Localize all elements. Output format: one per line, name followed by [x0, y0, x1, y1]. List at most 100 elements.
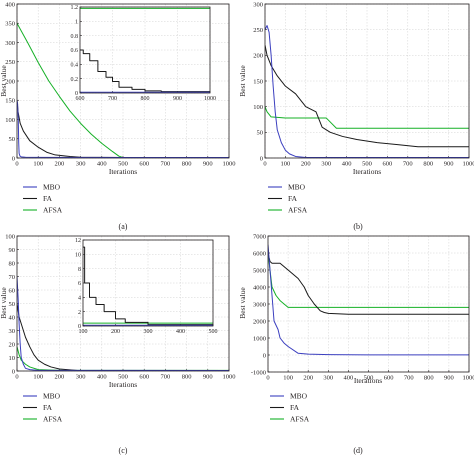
- panel-a-x-tick-label: 500: [118, 161, 128, 168]
- panel-d-y-tick-label: 7000: [253, 233, 266, 240]
- panel-a-caption: (a): [119, 222, 128, 231]
- panel-a-inset-y-tick-label: 1.2: [71, 5, 79, 11]
- panel-b-series-afsa-line: [265, 106, 469, 129]
- panel-c-x-tick-label: 400: [97, 374, 107, 381]
- panel-b: 0 100 200 300 400 500 600 700 800 900 1000 0 50 100 15…: [238, 1, 474, 231]
- panel-b-legend-label-afsa: AFSA: [288, 206, 308, 215]
- panel-c-y-tick-label: 100: [5, 233, 15, 240]
- panel-b-y-axis-label: Best value: [238, 65, 247, 97]
- panel-d: 0 100 200 300 400 500 600 700 800 900 1000-1000010…: [238, 233, 474, 455]
- panel-d-y-tick-label: 1000: [253, 335, 266, 342]
- panel-d-series-fa-line: [268, 252, 469, 315]
- panel-c-x-tick-label: 1000: [223, 374, 236, 381]
- panel-d-series-mbo-line: [268, 244, 469, 356]
- panel-a-inset-x-tick-label: 1000: [204, 96, 216, 102]
- panel-b-y-tick-label: 50: [257, 130, 264, 137]
- panel-b-series-fa-line: [265, 44, 469, 148]
- panel-c-y-tick-label: 70: [9, 274, 16, 281]
- panel-c-x-tick-label: 700: [161, 374, 171, 381]
- panel-b-legend: MBO FA AFSA: [268, 183, 308, 215]
- panel-c-y-tick-label: 80: [9, 260, 16, 267]
- panel-c-y-tick-label: 10: [9, 355, 16, 362]
- panel-c-x-tick-label: 0: [15, 374, 18, 381]
- panel-a-x-tick-label: 700: [161, 161, 171, 168]
- panel-c-x-tick-label: 200: [55, 374, 65, 381]
- panel-a-x-tick-label: 800: [182, 161, 192, 168]
- panel-d-y-tick-label: 4000: [253, 284, 266, 291]
- panel-b-axes-frame: [264, 3, 470, 159]
- panel-b-legend-label-fa: FA: [288, 194, 298, 203]
- panel-a-axes-frame: [16, 3, 230, 159]
- panel-d-x-tick-label: 200: [303, 375, 313, 382]
- panel-d-y-tick-label: 6000: [253, 250, 266, 257]
- panel-d-x-tick-label: 400: [344, 375, 354, 382]
- panel-c-inset-frame: [82, 239, 214, 327]
- panel-a-legend-label-fa: FA: [43, 194, 53, 203]
- panel-a-x-tick-label: 400: [97, 161, 107, 168]
- panel-d-y-tick-label: 3000: [253, 301, 266, 308]
- panel-c-y-tick-label: 50: [9, 301, 16, 308]
- panel-a-y-tick-label: 400: [5, 1, 15, 8]
- panel-b-x-tick-label: 800: [423, 161, 433, 168]
- panel-c-inset-series-fa-line: [83, 246, 213, 326]
- panel-c-caption: (c): [119, 446, 128, 455]
- panel-c-inset-y-tick-label: 10: [75, 252, 81, 258]
- panel-c-inset: 100 200 300 400 500 0 2 4 6 8 10 12: [75, 238, 218, 335]
- panel-a-inset-y-tick-label: 0.4: [71, 62, 79, 68]
- panel-c-y-axis-label: Best value: [0, 287, 8, 319]
- panel-d-x-tick-label: 100: [283, 375, 293, 382]
- panel-b-y-tick-label: 250: [253, 27, 263, 34]
- panel-b-legend-label-mbo: MBO: [288, 183, 306, 192]
- panel-c-series-mbo-line: [17, 276, 229, 371]
- panel-b-x-tick-label: 500: [362, 161, 372, 168]
- panel-b-x-tick-label: 0: [263, 161, 266, 168]
- panel-d-y-tick-label: -1000: [251, 369, 266, 376]
- panel-a-inset-y-tick-label: 0: [75, 91, 78, 97]
- panel-d-x-tick-label: 0: [266, 375, 269, 382]
- panel-d-y-axis-label: Best value: [238, 287, 247, 319]
- panel-b-x-tick-label: 200: [301, 161, 311, 168]
- panel-a-inset-y-tick-label: 1: [75, 19, 78, 25]
- panel-a-legend-label-afsa: AFSA: [43, 206, 63, 215]
- panel-d-x-tick-label: 700: [404, 375, 414, 382]
- panel-d-x-tick-label: 600: [384, 375, 394, 382]
- panel-b-y-tick-label: 200: [253, 53, 263, 60]
- panel-d-y-tick-label: 5000: [253, 267, 266, 274]
- panel-c-legend-label-fa: FA: [43, 403, 53, 412]
- panel-c-inset-y-tick-label: 0: [78, 324, 81, 330]
- panel-a-inset-y-tick-label: 0.2: [71, 77, 79, 83]
- panel-a-x-tick-label: 900: [203, 161, 213, 168]
- panel-b-series-mbo-line: [265, 25, 469, 158]
- panel-b-caption: (b): [353, 222, 363, 231]
- panel-d-caption: (d): [353, 446, 363, 455]
- panel-b-y-tick-label: 100: [253, 104, 263, 111]
- panel-d-y-tick-label: 0: [263, 352, 266, 359]
- panel-a-y-tick-label: 150: [5, 98, 15, 105]
- panel-b-x-tick-label: 600: [383, 161, 393, 168]
- panel-d-legend-label-mbo: MBO: [290, 392, 308, 401]
- panel-c-x-tick-label: 100: [33, 374, 43, 381]
- panel-c-x-tick-label: 800: [182, 374, 192, 381]
- panel-b-x-tick-label: 300: [321, 161, 331, 168]
- panel-a-inset-x-tick-label: 600: [76, 96, 85, 102]
- panel-a-legend: MBO FA AFSA: [23, 183, 63, 215]
- panel-c-axes-frame: [16, 235, 230, 372]
- panel-c-inset-x-tick-label: 200: [111, 329, 120, 335]
- panel-a-y-tick-label: 200: [5, 78, 15, 85]
- panel-a-x-tick-label: 0: [15, 161, 18, 168]
- panel-d-axes-frame: [267, 235, 470, 373]
- panel-c-legend-label-afsa: AFSA: [43, 415, 63, 424]
- panel-c-inset-x-tick-label: 300: [144, 329, 153, 335]
- panel-a-y-tick-label: 100: [5, 117, 15, 124]
- panel-d-x-axis-label: Iterations: [354, 376, 382, 385]
- panel-a-x-tick-label: 200: [55, 161, 65, 168]
- panel-d-legend-label-afsa: AFSA: [290, 415, 310, 424]
- panel-c-x-tick-label: 300: [76, 374, 86, 381]
- panel-c-inset-y-tick-label: 12: [75, 238, 81, 244]
- panel-a-inset-x-tick-label: 900: [173, 96, 182, 102]
- panel-c-x-tick-label: 900: [203, 374, 213, 381]
- panel-a-y-tick-label: 50: [9, 136, 16, 143]
- panel-b-x-tick-label: 100: [281, 161, 291, 168]
- panel-a-inset: 600 700 800 900 1000 0 0.2 0.4 0.6 0.8 1 1.2: [71, 5, 217, 102]
- panel-a: 0 100 200 300 400 500 600 700 800 900 1000 0 50 100 15…: [0, 1, 236, 231]
